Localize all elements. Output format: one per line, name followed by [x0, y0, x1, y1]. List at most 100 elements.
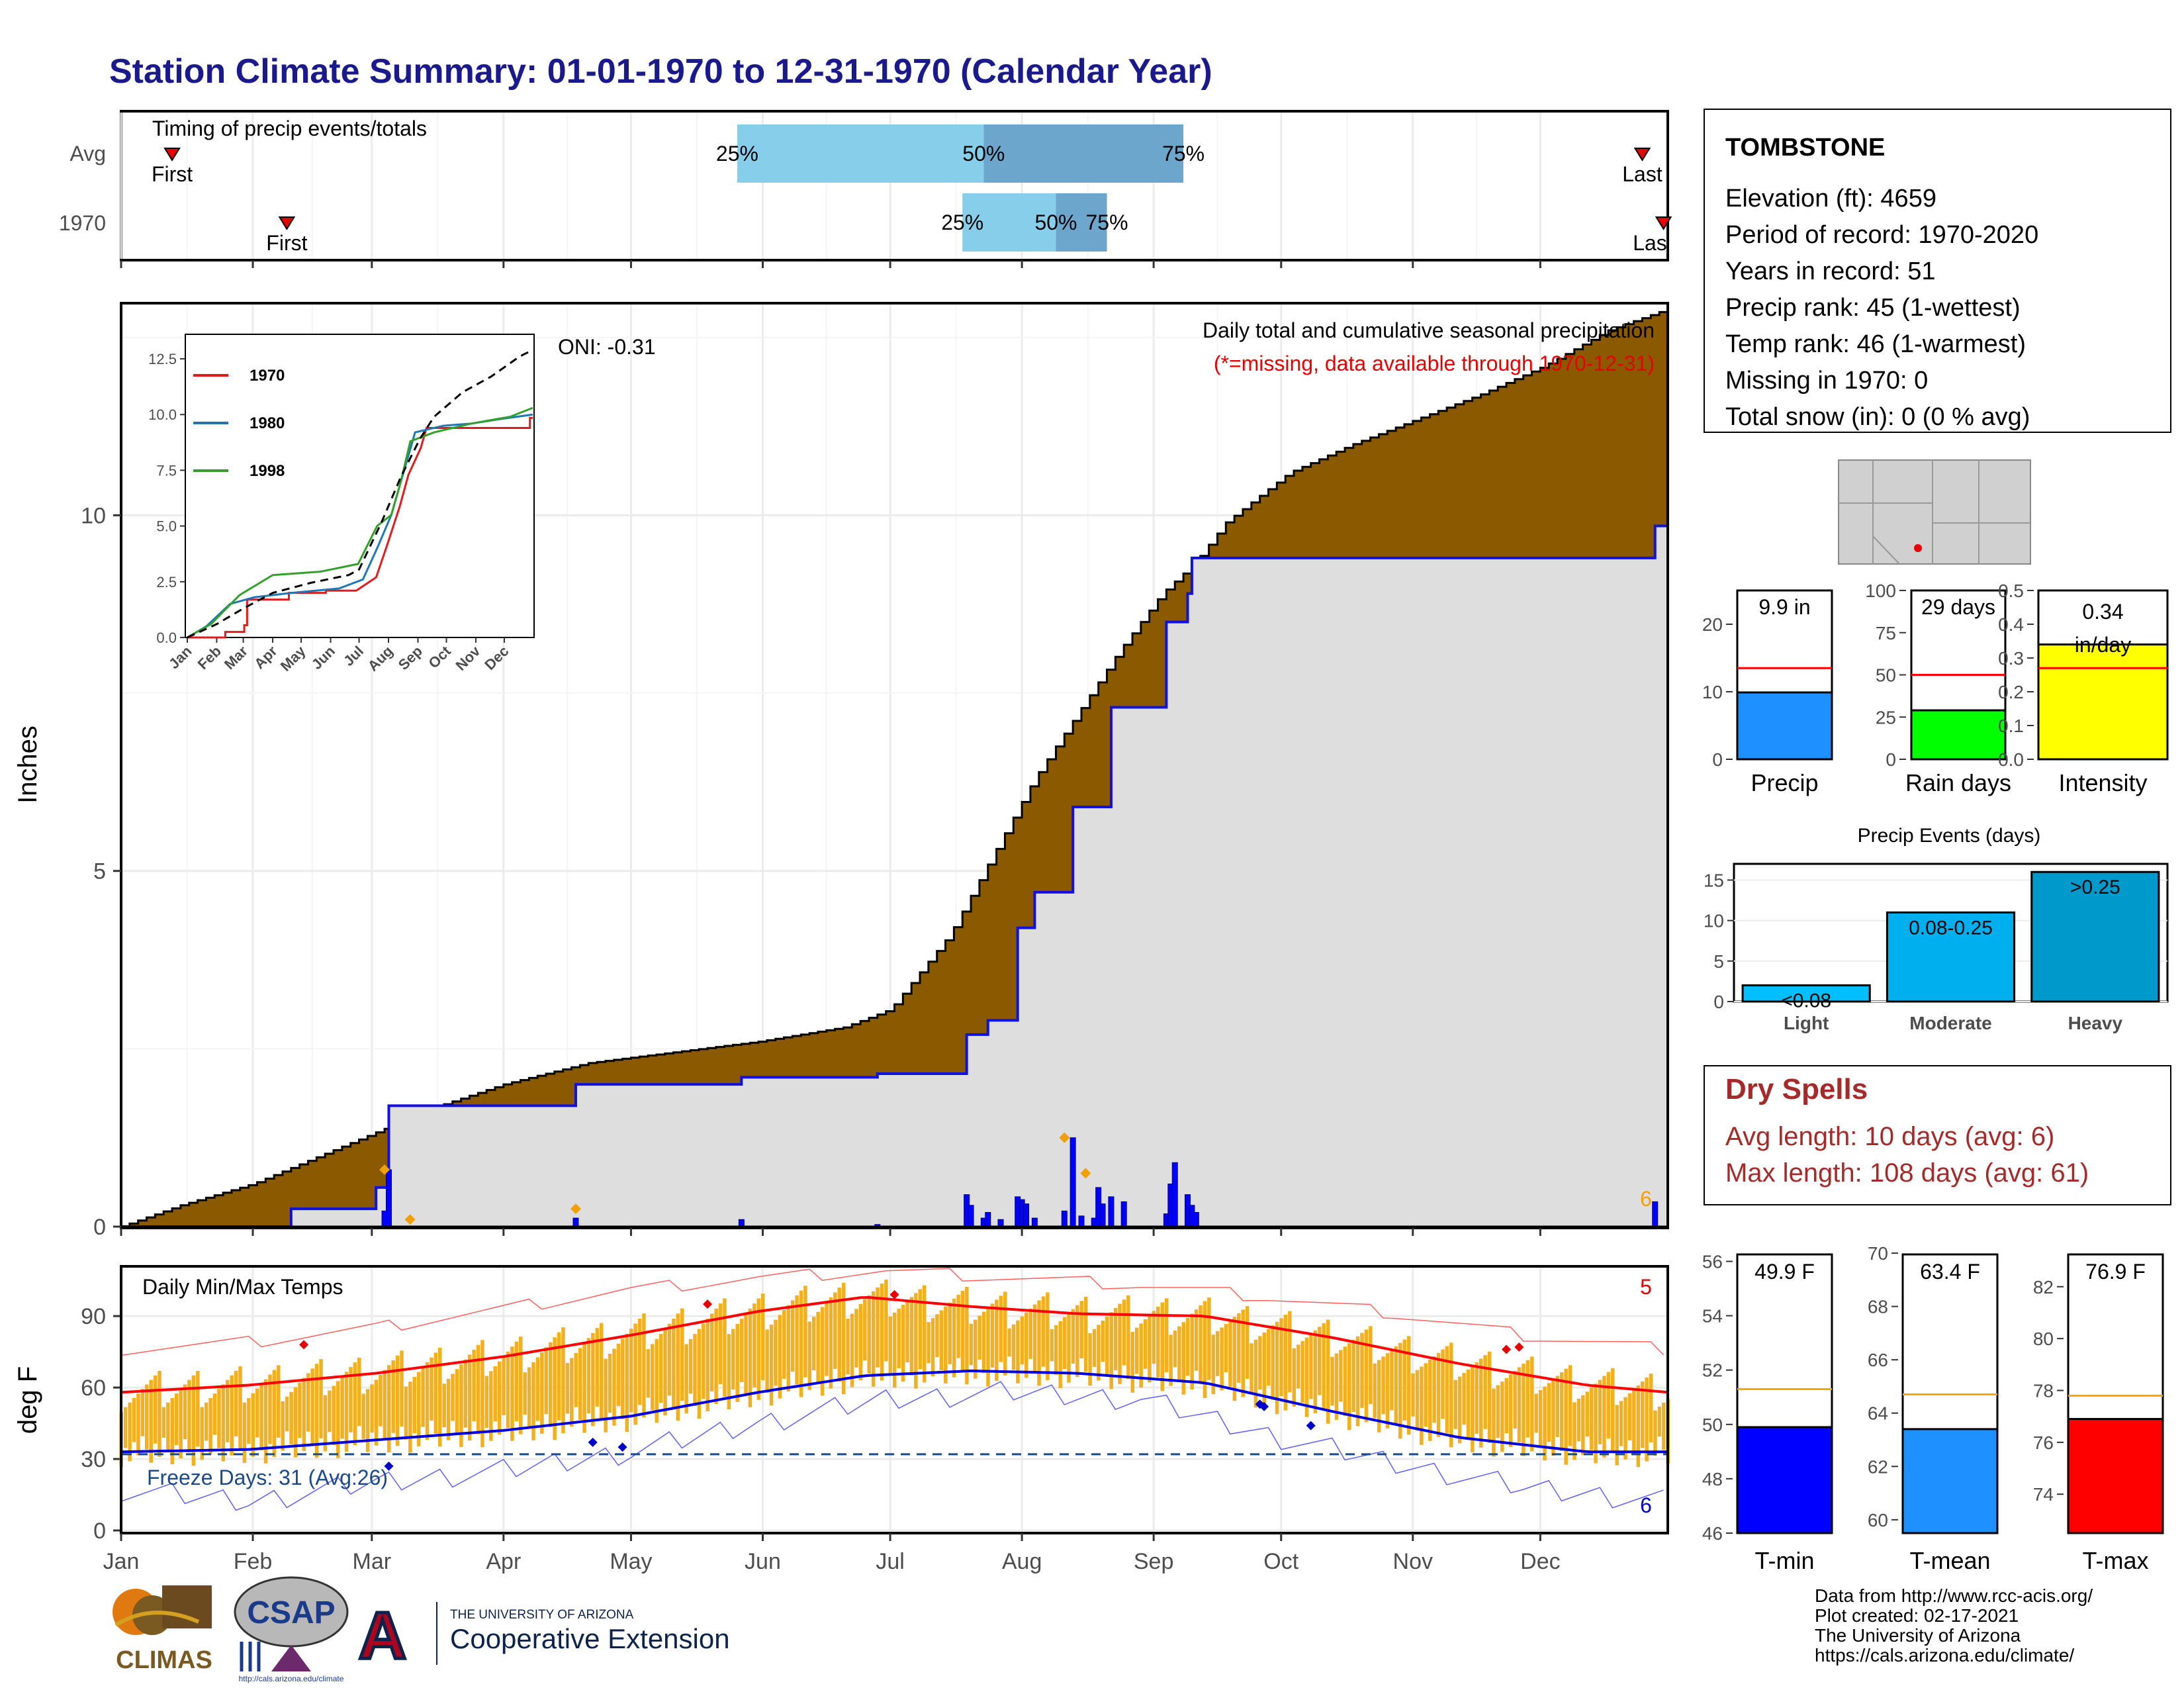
- events-category-label: Moderate: [1909, 1013, 1991, 1033]
- daily-temp-bar: [467, 1354, 472, 1441]
- daily-temp-bar: [1432, 1356, 1436, 1423]
- daily-temp-bar: [901, 1305, 905, 1382]
- daily-temp-bar: [570, 1358, 574, 1427]
- summary-ytick-label: 0: [1886, 749, 1896, 770]
- daily-temp-bar: [540, 1352, 544, 1434]
- daily-precip-bar: [572, 1217, 579, 1227]
- daily-temp-bar: [1211, 1335, 1216, 1395]
- events-bar-label: 0.08-0.25: [1909, 917, 1993, 939]
- daily-temp-bar: [659, 1334, 663, 1403]
- daily-temp-bar: [744, 1313, 748, 1395]
- precip-ytick-label: 0: [93, 1215, 106, 1240]
- daily-temp-bar: [778, 1315, 782, 1399]
- temp-summary-ytick-label: 62: [1868, 1456, 1888, 1477]
- daily-temp-bar: [472, 1350, 476, 1421]
- daily-precip-bar: [738, 1219, 745, 1227]
- events-category-label: Light: [1784, 1013, 1829, 1033]
- daily-temp-bar: [451, 1374, 455, 1421]
- daily-temp-bar: [854, 1309, 858, 1368]
- record-low-marker: [617, 1442, 627, 1452]
- daily-temp-bar: [714, 1308, 718, 1405]
- daily-temp-bar: [1504, 1378, 1509, 1434]
- daily-temp-bar: [888, 1316, 893, 1375]
- daily-temp-bar: [960, 1290, 965, 1372]
- daily-temp-bar: [1318, 1327, 1322, 1395]
- daily-temp-bar: [897, 1308, 901, 1369]
- daily-temp-bar: [1330, 1356, 1334, 1406]
- temp-summary-value-label: 49.9 F: [1754, 1260, 1815, 1284]
- daily-temp-bar: [850, 1313, 854, 1387]
- csap-logo-text: CSAP: [247, 1595, 335, 1630]
- daily-temp-bar: [1232, 1317, 1237, 1401]
- daily-temp-bar: [1449, 1342, 1453, 1448]
- daily-temp-bar: [1241, 1309, 1245, 1397]
- daily-temp-bar: [548, 1342, 553, 1427]
- month-label: Jan: [103, 1549, 140, 1574]
- daily-temp-bar: [1062, 1317, 1067, 1370]
- daily-temp-bar: [166, 1402, 170, 1451]
- daily-temp-bar: [680, 1308, 684, 1401]
- precip-diamond-marker: [1059, 1132, 1070, 1143]
- daily-temp-bar: [535, 1357, 540, 1421]
- inset-series-line: [187, 349, 533, 639]
- daily-temp-bar: [323, 1395, 328, 1452]
- daily-temp-bar: [140, 1389, 145, 1436]
- daily-temp-bar: [506, 1351, 510, 1429]
- temp-summary-ytick-label: 60: [1868, 1510, 1888, 1530]
- inset-ytick-label: 12.5: [148, 351, 177, 367]
- daily-temp-bar: [1079, 1301, 1083, 1358]
- daily-temp-bar: [553, 1337, 557, 1440]
- credit-line-3: The University of Arizona: [1815, 1625, 2021, 1646]
- daily-temp-bar: [880, 1284, 884, 1381]
- daily-temp-bar: [1343, 1346, 1347, 1416]
- summary-bar: [1736, 691, 1833, 761]
- daily-temp-bar: [1020, 1316, 1024, 1365]
- temp-summary-ytick-label: 46: [1702, 1523, 1723, 1544]
- record-min-line: [120, 1381, 1664, 1511]
- daily-temp-bar: [1513, 1370, 1517, 1429]
- daily-temp-bar: [242, 1402, 247, 1463]
- daily-temp-bar: [1385, 1353, 1390, 1429]
- daily-temp-bar: [1525, 1360, 1530, 1438]
- daily-temp-bar: [1547, 1383, 1551, 1442]
- daily-temp-bar: [672, 1318, 676, 1409]
- daily-temp-bar: [867, 1295, 871, 1374]
- daily-temp-bar: [1424, 1363, 1428, 1427]
- daily-temp-bar: [1258, 1336, 1262, 1389]
- credit-line-1: Data from http://www.rcc-acis.org/: [1815, 1585, 2093, 1606]
- daily-temp-bar: [238, 1366, 242, 1450]
- daily-temp-bar: [595, 1328, 600, 1407]
- temp-summary-ytick-label: 74: [2033, 1484, 2054, 1505]
- daily-temp-bar: [200, 1407, 204, 1460]
- csap-url: http://cals.arizona.edu/climate: [239, 1674, 344, 1683]
- daily-temp-bar: [187, 1380, 191, 1453]
- summary-ytick-label: 100: [1865, 581, 1896, 601]
- record-high-marker: [1502, 1344, 1512, 1354]
- temp-summary-ytick-label: 52: [1702, 1360, 1723, 1381]
- daily-temp-bar: [1160, 1302, 1164, 1391]
- daily-temp-bar: [1101, 1320, 1105, 1362]
- daily-temp-bar: [497, 1361, 502, 1435]
- daily-temp-bar: [1360, 1333, 1364, 1408]
- daily-temp-bar: [1517, 1367, 1522, 1442]
- daily-temp-bar: [272, 1370, 277, 1458]
- daily-temp-bar: [557, 1332, 561, 1421]
- daily-temp-bar: [667, 1323, 672, 1396]
- daily-temp-bar: [289, 1391, 293, 1444]
- daily-temp-bar: [1347, 1343, 1351, 1430]
- inset-ytick-label: 0.0: [156, 630, 177, 646]
- daily-precip-bar: [997, 1219, 1004, 1227]
- inset-ytick-label: 10.0: [148, 406, 177, 423]
- daily-temp-bar: [463, 1359, 468, 1428]
- daily-temp-bar: [1466, 1369, 1471, 1439]
- daily-temp-bar: [1653, 1410, 1657, 1456]
- freeze-days-label: Freeze Days: 31 (Avg:26): [147, 1466, 388, 1489]
- daily-temp-bar: [217, 1389, 221, 1448]
- daily-precip-bar: [385, 1169, 392, 1227]
- daily-temp-bar: [1564, 1368, 1568, 1465]
- daily-temp-bar: [1369, 1326, 1373, 1404]
- daily-temp-bar: [1406, 1336, 1411, 1435]
- daily-temp-bar: [357, 1358, 361, 1427]
- daily-temp-bar: [1475, 1362, 1479, 1434]
- dry-spells-title: Dry Spells: [1725, 1073, 1868, 1105]
